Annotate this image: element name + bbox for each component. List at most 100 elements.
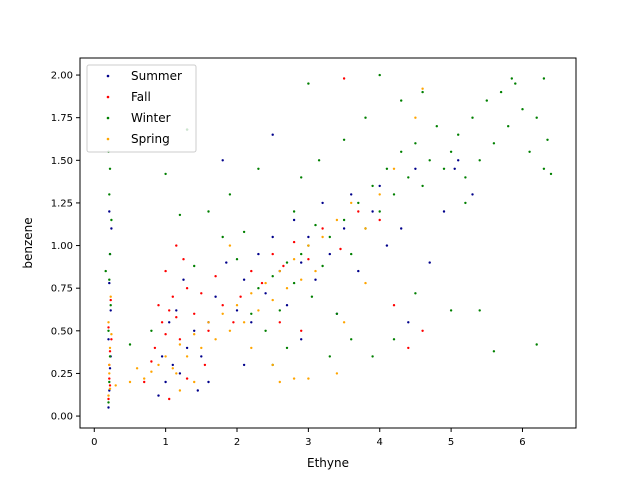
point-spring-27	[257, 309, 260, 312]
point-summer-16	[168, 321, 171, 324]
point-fall-29	[282, 264, 285, 268]
point-summer-42	[378, 184, 381, 188]
point-winter-1	[108, 380, 111, 384]
point-summer-19	[182, 278, 185, 281]
point-winter-53	[464, 176, 467, 179]
point-winter-90	[421, 90, 424, 94]
legend-marker-spring	[106, 137, 110, 141]
point-spring-15	[171, 367, 174, 370]
point-summer-18	[193, 329, 196, 332]
point-fall-30	[292, 240, 296, 244]
point-spring-22	[221, 312, 224, 315]
point-summer-45	[414, 167, 417, 170]
point-spring-9	[128, 380, 132, 384]
point-spring-30	[278, 269, 281, 273]
point-winter-3	[107, 329, 110, 332]
point-spring-44	[335, 372, 339, 375]
point-summer-39	[350, 193, 353, 196]
point-summer-36	[321, 201, 324, 205]
point-winter-47	[421, 184, 424, 188]
point-winter-9	[108, 167, 112, 170]
point-winter-88	[292, 210, 296, 213]
point-fall-2	[108, 350, 112, 353]
point-fall-11	[168, 309, 171, 312]
point-spring-37	[335, 218, 339, 222]
point-spring-3	[107, 321, 110, 324]
point-winter-17	[207, 210, 210, 213]
y-tick-label: 1.50	[51, 156, 73, 167]
point-spring-40	[378, 193, 381, 196]
y-tick-label: 2.00	[51, 71, 73, 82]
point-spring-43	[421, 87, 424, 90]
point-winter-4	[109, 304, 112, 307]
legend-marker-fall	[106, 95, 110, 99]
point-winter-45	[407, 176, 410, 179]
point-summer-23	[225, 261, 228, 264]
legend: Summer Fall Winter Spring	[86, 64, 197, 153]
point-spring-36	[321, 235, 324, 239]
point-winter-89	[317, 159, 321, 162]
point-fall-35	[378, 218, 381, 222]
point-fall-39	[168, 397, 171, 401]
legend-label-spring: Spring	[131, 132, 170, 146]
legend-label-fall: Fall	[131, 90, 151, 104]
y-axis-ticks: 0.00 0.25 0.50 0.75 1.00 1.25 1.50 1.75 2.00	[51, 71, 80, 423]
point-winter-66	[546, 138, 549, 141]
point-summer-37	[328, 252, 331, 256]
point-winter-20	[235, 258, 239, 261]
point-fall-46	[421, 329, 424, 332]
point-winter-68	[307, 82, 310, 85]
point-winter-55	[478, 159, 481, 162]
point-winter-34	[328, 235, 331, 239]
point-fall-42	[150, 360, 153, 363]
point-spring-49	[250, 346, 253, 350]
point-fall-0	[107, 397, 110, 401]
x-tick-label: 0	[91, 437, 97, 448]
point-fall-3	[107, 326, 110, 329]
point-summer-35	[314, 278, 317, 281]
point-spring-53	[193, 380, 196, 384]
point-summer-12	[171, 363, 174, 367]
point-spring-10	[135, 367, 139, 370]
point-fall-47	[175, 244, 178, 247]
point-winter-77	[371, 355, 374, 358]
point-spring-4	[109, 295, 112, 298]
point-fall-10	[164, 333, 167, 336]
point-spring-42	[414, 116, 417, 119]
point-summer-47	[442, 210, 446, 213]
point-spring-13	[157, 363, 160, 367]
point-spring-19	[200, 346, 203, 350]
point-summer-31	[285, 304, 289, 307]
x-tick-label: 5	[448, 437, 454, 448]
point-winter-86	[257, 167, 260, 170]
point-winter-69	[510, 77, 513, 80]
point-spring-52	[178, 389, 182, 392]
point-winter-40	[371, 184, 374, 188]
point-spring-39	[364, 227, 367, 230]
point-summer-58	[407, 321, 410, 324]
point-spring-41	[392, 167, 396, 170]
point-summer-7	[110, 227, 113, 230]
point-winter-60	[514, 82, 517, 85]
point-summer-10	[157, 394, 160, 397]
point-spring-16	[178, 343, 182, 346]
point-spring-8	[114, 384, 117, 387]
point-winter-21	[242, 230, 246, 234]
point-winter-28	[292, 281, 296, 285]
point-winter-73	[478, 309, 481, 312]
point-spring-12	[150, 370, 153, 373]
point-winter-64	[542, 77, 546, 80]
legend-marker-winter	[106, 116, 110, 120]
point-summer-0	[107, 406, 110, 409]
point-winter-33	[321, 264, 324, 268]
point-summer-25	[242, 278, 246, 281]
point-spring-54	[175, 372, 178, 375]
y-tick-label: 0.25	[51, 369, 73, 380]
point-fall-23	[221, 304, 224, 307]
point-summer-43	[385, 244, 389, 247]
point-winter-54	[471, 116, 474, 119]
y-tick-label: 0.00	[51, 412, 73, 423]
point-spring-1	[108, 372, 111, 375]
y-axis-label: benzene	[21, 217, 35, 268]
point-fall-21	[207, 329, 210, 332]
